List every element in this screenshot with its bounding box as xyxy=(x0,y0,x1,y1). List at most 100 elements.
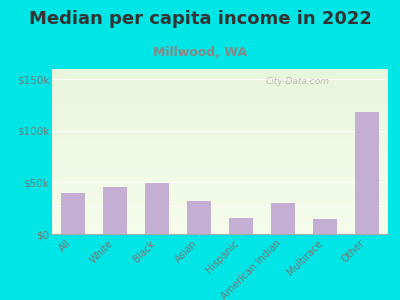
Bar xyxy=(52,156,388,157)
Bar xyxy=(52,125,388,127)
Bar xyxy=(52,118,388,120)
Bar xyxy=(188,201,210,234)
Bar xyxy=(52,72,388,73)
Bar xyxy=(52,171,388,172)
Bar xyxy=(52,123,388,124)
Bar xyxy=(52,142,388,143)
Bar xyxy=(52,69,388,70)
Bar xyxy=(52,158,388,160)
Bar xyxy=(52,145,388,146)
Bar xyxy=(52,114,388,116)
Bar xyxy=(52,187,388,189)
Bar xyxy=(52,83,388,84)
Bar xyxy=(52,139,388,140)
Bar xyxy=(52,211,388,212)
Bar xyxy=(52,216,388,218)
Bar xyxy=(52,113,388,114)
Bar xyxy=(52,128,388,130)
Bar xyxy=(52,157,388,158)
Bar xyxy=(52,167,388,168)
Bar xyxy=(52,105,388,106)
Text: City-Data.com: City-Data.com xyxy=(265,77,329,86)
Bar xyxy=(52,219,388,220)
Bar xyxy=(52,74,388,76)
Bar xyxy=(52,161,388,163)
Bar xyxy=(52,186,388,187)
Bar xyxy=(52,76,388,77)
Bar xyxy=(52,215,388,216)
Bar xyxy=(52,204,388,205)
Bar xyxy=(52,94,388,95)
Bar xyxy=(52,103,388,105)
Bar xyxy=(62,193,84,234)
Bar xyxy=(52,95,388,97)
Bar xyxy=(52,138,388,139)
Bar xyxy=(52,152,388,153)
Bar xyxy=(52,140,388,142)
Bar xyxy=(52,110,388,112)
Bar xyxy=(52,147,388,149)
Bar xyxy=(52,81,388,83)
Bar xyxy=(52,205,388,206)
Bar xyxy=(52,198,388,200)
Bar xyxy=(52,70,388,72)
Bar xyxy=(146,184,168,234)
Bar xyxy=(52,209,388,211)
Bar xyxy=(52,124,388,125)
Bar xyxy=(52,202,388,204)
Bar xyxy=(52,107,388,109)
Bar xyxy=(52,100,388,102)
Bar xyxy=(52,222,388,223)
Bar xyxy=(52,229,388,230)
Bar xyxy=(52,213,388,215)
Bar xyxy=(52,135,388,136)
Bar xyxy=(52,190,388,191)
Bar xyxy=(52,191,388,193)
Bar xyxy=(52,164,388,165)
Bar xyxy=(52,91,388,92)
Bar xyxy=(52,173,388,175)
Bar xyxy=(52,218,388,219)
Bar xyxy=(52,224,388,226)
Bar xyxy=(52,230,388,231)
Bar xyxy=(272,203,294,234)
Bar xyxy=(52,121,388,123)
Bar xyxy=(52,183,388,184)
Bar xyxy=(52,223,388,224)
Bar xyxy=(52,132,388,134)
Bar xyxy=(52,160,388,161)
Bar xyxy=(52,80,388,81)
Bar xyxy=(52,88,388,90)
Bar xyxy=(52,196,388,197)
Bar xyxy=(52,120,388,121)
Bar xyxy=(52,168,388,170)
Bar xyxy=(52,98,388,99)
Bar xyxy=(52,163,388,164)
Bar xyxy=(230,218,252,234)
Bar xyxy=(52,136,388,138)
Bar xyxy=(52,99,388,101)
Bar xyxy=(52,130,388,131)
Bar xyxy=(52,200,388,201)
Bar xyxy=(314,218,336,234)
Bar xyxy=(52,232,388,234)
Bar xyxy=(52,176,388,178)
Bar xyxy=(52,206,388,208)
Bar xyxy=(52,150,388,152)
Bar xyxy=(52,73,388,74)
Bar xyxy=(52,97,388,98)
Bar xyxy=(52,194,388,196)
Bar xyxy=(52,90,388,91)
Bar xyxy=(52,87,388,88)
Bar xyxy=(52,178,388,179)
Bar xyxy=(52,85,388,87)
Text: Median per capita income in 2022: Median per capita income in 2022 xyxy=(28,11,372,28)
Bar xyxy=(52,180,388,182)
Bar xyxy=(52,179,388,180)
Bar xyxy=(52,134,388,135)
Bar xyxy=(52,92,388,94)
Bar xyxy=(356,112,378,234)
Bar xyxy=(52,84,388,86)
Bar xyxy=(104,187,126,234)
Bar xyxy=(52,208,388,209)
